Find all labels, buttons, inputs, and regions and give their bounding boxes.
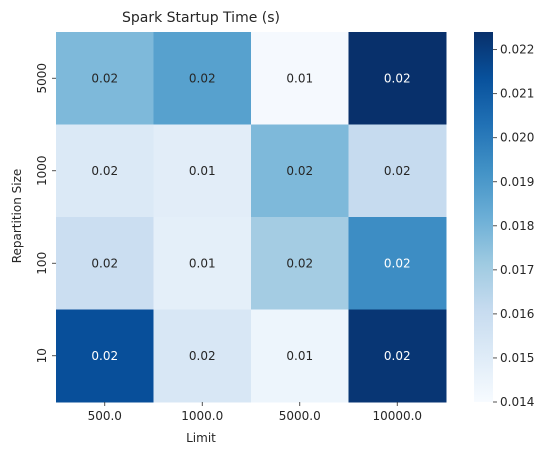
heatmap-cell bbox=[348, 217, 447, 310]
colorbar-tick-label: 0.018 bbox=[500, 219, 534, 233]
heatmap-cell bbox=[56, 32, 154, 125]
heatmap-cell-labels: 0.02 0.02 0.01 0.02 0.02 0.01 0.02 0.02 0.02 0.01… bbox=[91, 71, 410, 363]
heatmap-cell-label: 0.02 bbox=[91, 349, 118, 363]
colorbar-gradient bbox=[474, 32, 493, 402]
heatmap-cell bbox=[251, 124, 349, 218]
heatmap-cell bbox=[56, 124, 154, 218]
y-tick-label: 100 bbox=[35, 252, 49, 275]
heatmap-cell-label: 0.01 bbox=[286, 71, 313, 85]
x-axis-label: Limit bbox=[186, 431, 216, 445]
heatmap-cell-label: 0.02 bbox=[91, 256, 118, 270]
heatmap-cell bbox=[153, 309, 252, 403]
heatmap-cell bbox=[251, 217, 349, 310]
heatmap-cell-label: 0.02 bbox=[91, 71, 118, 85]
x-tick-label: 10000.0 bbox=[372, 409, 422, 423]
x-axis-ticks: 500.0 1000.0 5000.0 10000.0 bbox=[88, 402, 422, 423]
heatmap-cell bbox=[153, 124, 252, 218]
colorbar: 0.014 0.015 0.016 0.017 0.018 0.019 0.020 0.021… bbox=[474, 32, 534, 409]
heatmap-cell-label: 0.02 bbox=[384, 164, 411, 178]
y-axis-ticks: 5000 1000 100 10 bbox=[35, 63, 56, 363]
heatmap-cell bbox=[348, 124, 447, 218]
heatmap-cell-label: 0.02 bbox=[286, 164, 313, 178]
x-tick-label: 1000.0 bbox=[181, 409, 223, 423]
heatmap-cell bbox=[348, 32, 447, 125]
colorbar-tick-label: 0.014 bbox=[500, 395, 534, 409]
heatmap-cell bbox=[153, 32, 252, 125]
heatmap-cell-label: 0.02 bbox=[286, 256, 313, 270]
heatmap-cell-label: 0.02 bbox=[189, 71, 216, 85]
colorbar-tick-label: 0.019 bbox=[500, 175, 534, 189]
heatmap-cell bbox=[56, 217, 154, 310]
x-tick-label: 500.0 bbox=[88, 409, 122, 423]
x-tick-label: 5000.0 bbox=[279, 409, 321, 423]
chart-title: Spark Startup Time (s) bbox=[122, 10, 280, 26]
colorbar-tick-label: 0.017 bbox=[500, 263, 534, 277]
heatmap-cell bbox=[251, 309, 349, 403]
heatmap-cell-label: 0.02 bbox=[384, 256, 411, 270]
colorbar-tick-label: 0.021 bbox=[500, 87, 534, 101]
heatmap-cell bbox=[251, 32, 349, 125]
heatmap-cell bbox=[153, 217, 252, 310]
y-tick-label: 1000 bbox=[35, 155, 49, 186]
heatmap-cell-label: 0.02 bbox=[91, 164, 118, 178]
heatmap-cell-label: 0.02 bbox=[189, 349, 216, 363]
y-tick-label: 10 bbox=[35, 348, 49, 363]
heatmap-cell bbox=[56, 309, 154, 403]
colorbar-tick-label: 0.022 bbox=[500, 43, 534, 57]
heatmap-cell-label: 0.01 bbox=[189, 164, 216, 178]
heatmap-cell-label: 0.01 bbox=[189, 256, 216, 270]
heatmap-cell-label: 0.02 bbox=[384, 349, 411, 363]
heatmap-cell-label: 0.02 bbox=[384, 71, 411, 85]
heatmap-cell bbox=[348, 309, 447, 403]
colorbar-tick-label: 0.020 bbox=[500, 131, 534, 145]
heatmap-cell-label: 0.01 bbox=[286, 349, 313, 363]
colorbar-tick-label: 0.016 bbox=[500, 307, 534, 321]
y-axis-label: Repartition Size bbox=[10, 169, 24, 264]
y-tick-label: 5000 bbox=[35, 63, 49, 94]
colorbar-tick-label: 0.015 bbox=[500, 351, 534, 365]
heatmap-cells bbox=[56, 32, 447, 403]
